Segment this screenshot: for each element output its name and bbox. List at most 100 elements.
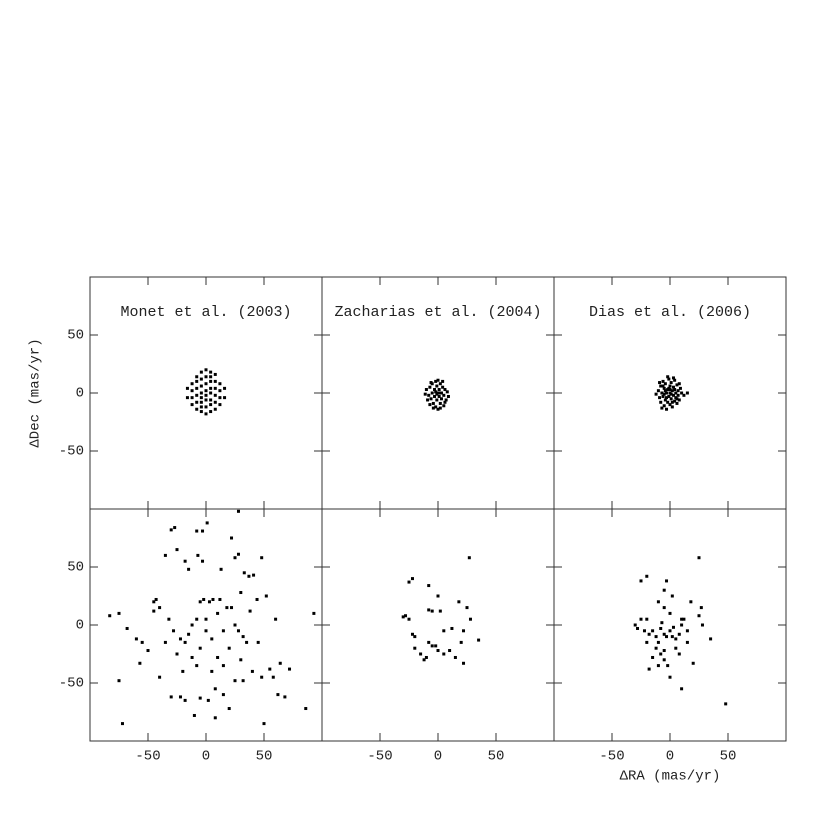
point <box>656 640 660 644</box>
point <box>434 390 438 394</box>
point <box>206 698 210 702</box>
point <box>663 398 667 402</box>
point <box>239 658 243 662</box>
point <box>205 521 209 525</box>
point <box>659 626 663 630</box>
point <box>422 658 426 662</box>
point <box>665 391 669 395</box>
point <box>462 629 466 633</box>
point <box>430 609 434 613</box>
point <box>198 600 202 604</box>
point <box>645 574 649 578</box>
point <box>192 713 196 717</box>
point <box>436 378 440 382</box>
point <box>146 649 150 653</box>
panel-frame <box>321 508 555 742</box>
point <box>225 606 229 610</box>
point <box>441 385 445 389</box>
x-axis-label: ΔRA (mas/yr) <box>620 769 721 785</box>
point <box>428 403 432 407</box>
point <box>675 383 679 387</box>
point <box>667 377 671 381</box>
panel-frame <box>89 508 323 742</box>
point <box>410 632 414 636</box>
point <box>680 617 684 621</box>
point <box>438 406 442 410</box>
point <box>195 386 199 390</box>
point <box>262 722 266 726</box>
point <box>431 406 435 410</box>
point <box>673 388 677 392</box>
point <box>662 588 666 592</box>
point <box>437 394 441 398</box>
point <box>668 384 672 388</box>
panel: -50 0 50 -50 0 50 <box>59 508 323 765</box>
point <box>199 377 203 381</box>
point <box>230 536 234 540</box>
point <box>213 407 217 411</box>
point <box>218 403 222 407</box>
point <box>195 617 199 621</box>
x-tick-label: 50 <box>256 749 273 765</box>
point <box>689 600 693 604</box>
y-tick-label: -50 <box>59 444 84 460</box>
point <box>190 655 194 659</box>
point <box>213 379 217 383</box>
point <box>183 640 187 644</box>
point <box>213 400 217 404</box>
point <box>117 679 121 683</box>
point <box>658 396 662 400</box>
point <box>152 609 156 613</box>
point <box>645 617 649 621</box>
point <box>213 716 217 720</box>
point <box>248 609 252 613</box>
point <box>185 386 189 390</box>
point <box>663 389 667 393</box>
point <box>661 379 665 383</box>
point <box>636 626 640 630</box>
point <box>457 600 461 604</box>
point <box>659 652 663 656</box>
point <box>671 376 675 380</box>
point <box>439 397 443 401</box>
point <box>434 644 438 648</box>
point <box>676 389 680 393</box>
point <box>175 548 179 552</box>
point <box>245 640 249 644</box>
point <box>442 629 446 633</box>
point <box>680 687 684 691</box>
point <box>430 644 434 648</box>
point <box>647 632 651 636</box>
point <box>661 384 665 388</box>
point <box>670 635 674 639</box>
point <box>654 646 658 650</box>
point <box>218 389 222 393</box>
point <box>274 617 278 621</box>
point <box>673 399 677 403</box>
point <box>195 407 199 411</box>
point <box>662 649 666 653</box>
point <box>661 394 665 398</box>
point <box>204 389 208 393</box>
point <box>427 640 431 644</box>
point <box>260 675 264 679</box>
point <box>209 370 213 374</box>
point <box>219 567 223 571</box>
point <box>154 597 158 601</box>
point <box>430 391 434 395</box>
point <box>204 368 208 372</box>
point <box>677 632 681 636</box>
point <box>195 375 199 379</box>
point <box>407 617 411 621</box>
point <box>278 661 282 665</box>
point <box>662 392 666 396</box>
point <box>433 394 437 398</box>
point <box>431 401 435 405</box>
point <box>204 617 208 621</box>
x-tick-label: -50 <box>367 749 392 765</box>
point <box>202 597 206 601</box>
point <box>204 398 208 402</box>
point <box>175 652 179 656</box>
point <box>668 403 672 407</box>
point <box>209 403 213 407</box>
